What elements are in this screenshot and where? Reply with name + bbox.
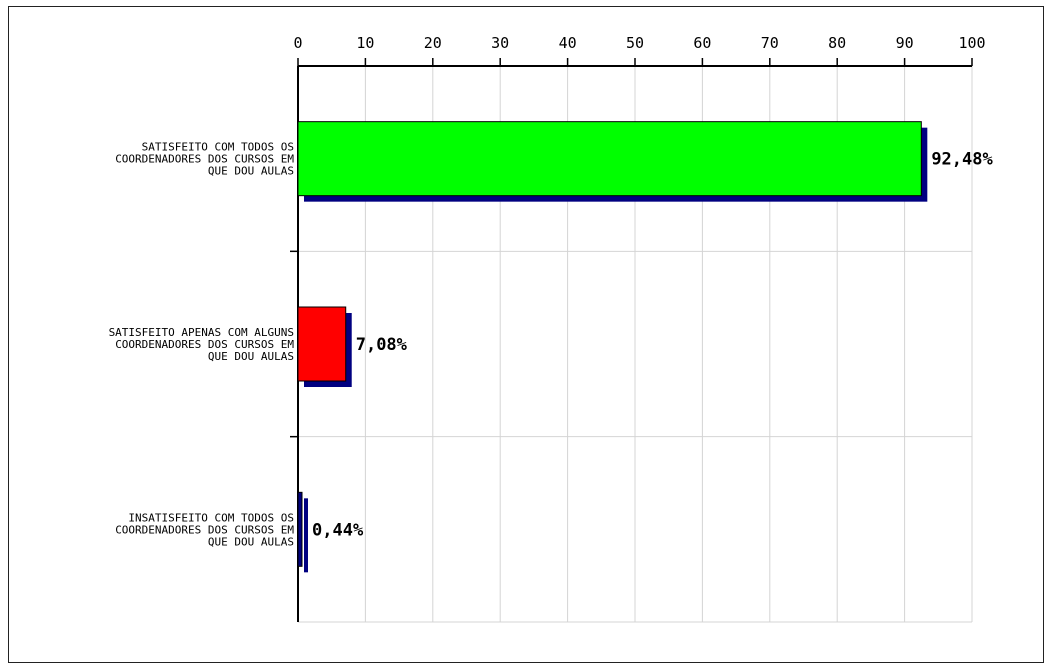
- x-tick-label: 70: [761, 34, 779, 52]
- x-tick-label: 30: [491, 34, 509, 52]
- x-tick-label: 10: [356, 34, 374, 52]
- x-tick-label: 50: [626, 34, 644, 52]
- x-tick-label: 80: [828, 34, 846, 52]
- x-tick-label: 40: [559, 34, 577, 52]
- category-label-line: COORDENADORES DOS CURSOS EM: [115, 523, 294, 536]
- x-tick-label: 0: [293, 34, 302, 52]
- bar: [297, 121, 922, 197]
- value-label: 7,08%: [356, 335, 408, 355]
- category-label-line: SATISFEITO COM TODOS OS: [142, 141, 294, 154]
- bar: [297, 306, 347, 382]
- bar-shadow: [304, 498, 308, 573]
- category-label-line: INSATISFEITO COM TODOS OS: [128, 511, 294, 524]
- category-label-line: QUE DOU AULAS: [208, 350, 294, 363]
- bars: [297, 121, 928, 573]
- bar: [297, 491, 303, 567]
- x-tick-labels: 0 10 20 30 40 50 60 70 80 90 100: [293, 34, 985, 52]
- x-tick-label: 20: [424, 34, 442, 52]
- category-label-line: COORDENADORES DOS CURSOS EM: [115, 338, 294, 351]
- x-tick-label: 60: [693, 34, 711, 52]
- x-tick-label: 90: [896, 34, 914, 52]
- category-label-line: QUE DOU AULAS: [208, 535, 294, 548]
- category-label-line: COORDENADORES DOS CURSOS EM: [115, 153, 294, 166]
- value-labels: 92,48% 7,08% 0,44%: [312, 150, 993, 541]
- x-tick-label: 100: [958, 34, 985, 52]
- value-label: 0,44%: [312, 520, 364, 540]
- category-label-line: QUE DOU AULAS: [208, 165, 294, 178]
- category-label-line: SATISFEITO APENAS COM ALGUNS: [109, 326, 294, 339]
- value-label: 92,48%: [931, 150, 993, 170]
- chart-frame: [8, 6, 1044, 663]
